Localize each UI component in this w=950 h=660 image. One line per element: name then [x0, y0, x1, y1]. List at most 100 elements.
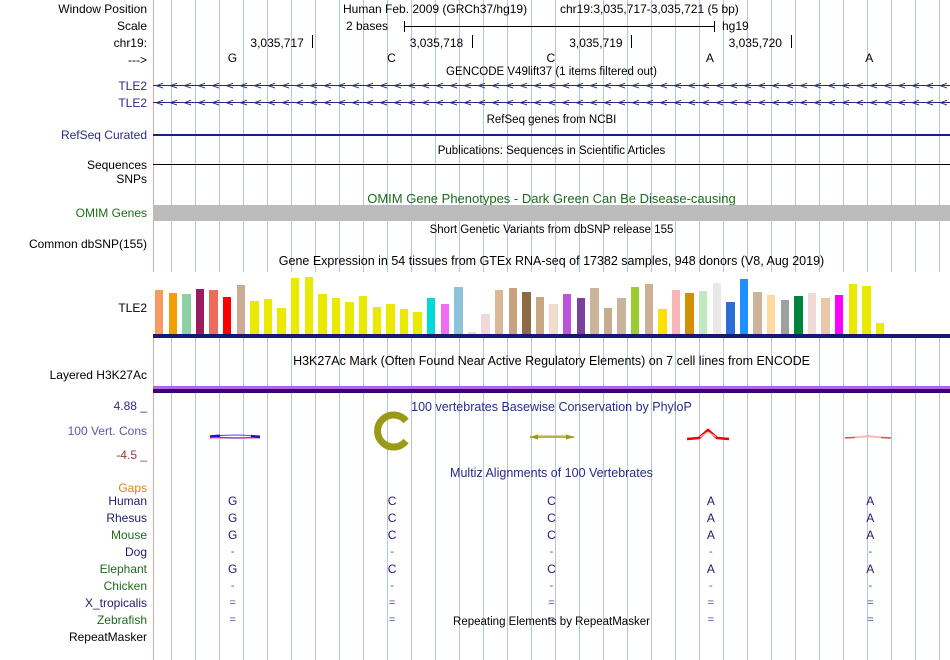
multiz-base-cell[interactable]: C: [387, 562, 397, 576]
multiz-base-cell[interactable]: A: [866, 528, 875, 542]
multiz-base-cell[interactable]: =: [388, 597, 396, 609]
label-species-elephant[interactable]: Elephant: [99, 562, 147, 576]
gtex-bar[interactable]: [413, 312, 422, 334]
gtex-bar[interactable]: [427, 298, 436, 334]
gtex-bar[interactable]: [549, 304, 558, 334]
gtex-bar[interactable]: [250, 301, 259, 334]
gtex-bar[interactable]: [155, 290, 164, 334]
gtex-bar[interactable]: [848, 284, 857, 334]
multiz-base-cell[interactable]: -: [709, 580, 713, 592]
gtex-bar[interactable]: [535, 297, 545, 334]
gtex-bar[interactable]: [359, 296, 368, 334]
gtex-bar[interactable]: [522, 292, 531, 334]
gtex-bar[interactable]: [318, 294, 327, 334]
label-species-rhesus[interactable]: Rhesus: [106, 511, 147, 525]
gtex-bar[interactable]: [386, 304, 395, 334]
gtex-bar[interactable]: [875, 323, 885, 334]
multiz-base-cell[interactable]: =: [867, 597, 874, 609]
gtex-bar[interactable]: [835, 295, 844, 334]
label-layered-h3k27ac[interactable]: Layered H3K27Ac: [49, 368, 147, 382]
h3k27ac-signal-band[interactable]: [153, 386, 950, 393]
gtex-bar[interactable]: [481, 314, 490, 334]
multiz-base-cell[interactable]: =: [548, 597, 555, 609]
multiz-base-cell[interactable]: -: [390, 580, 394, 592]
multiz-base-cell[interactable]: A: [866, 562, 875, 576]
label-gene-tle2-2[interactable]: TLE2: [118, 96, 147, 110]
gtex-bar[interactable]: [603, 308, 613, 334]
label-common-dbsnp[interactable]: Common dbSNP(155): [28, 237, 147, 251]
gtex-bar[interactable]: [399, 309, 409, 334]
multiz-base-cell[interactable]: A: [706, 494, 715, 508]
label-species-chicken[interactable]: Chicken: [103, 579, 147, 593]
gtex-bar[interactable]: [277, 308, 286, 334]
multiz-base-cell[interactable]: A: [866, 494, 875, 508]
multiz-base-cell[interactable]: -: [549, 580, 554, 592]
label-refseq-curated[interactable]: RefSeq Curated: [60, 128, 147, 142]
multiz-base-cell[interactable]: G: [228, 562, 238, 576]
gtex-bar[interactable]: [304, 277, 313, 334]
gtex-bar[interactable]: [780, 300, 789, 334]
label-species-x_tropicalis[interactable]: X_tropicalis: [84, 596, 147, 610]
gtex-bar[interactable]: [291, 278, 300, 334]
omim-gene-band[interactable]: [153, 205, 950, 221]
multiz-base-cell[interactable]: C: [547, 562, 556, 576]
gtex-bar[interactable]: [508, 288, 517, 334]
position-range[interactable]: chr19:3,035,717-3,035,721 (5 bp): [560, 2, 739, 16]
multiz-base-cell[interactable]: =: [548, 614, 555, 626]
gtex-bar[interactable]: [223, 297, 232, 334]
gtex-bar[interactable]: [821, 298, 830, 334]
gtex-bar[interactable]: [590, 288, 599, 334]
multiz-base-cell[interactable]: -: [868, 580, 873, 592]
multiz-base-cell[interactable]: A: [706, 511, 715, 525]
multiz-base-cell[interactable]: A: [866, 511, 875, 525]
gtex-bar[interactable]: [182, 294, 191, 334]
label-species-dog[interactable]: Dog: [124, 545, 147, 559]
gtex-bar[interactable]: [236, 285, 245, 334]
multiz-base-cell[interactable]: C: [387, 494, 397, 508]
multiz-base-cell[interactable]: -: [230, 546, 235, 558]
label-gene-tle2-1[interactable]: TLE2: [118, 79, 147, 93]
gtex-bar[interactable]: [372, 307, 381, 334]
gtex-bar[interactable]: [644, 284, 653, 334]
gtex-bar[interactable]: [862, 286, 871, 334]
gtex-bar[interactable]: [631, 287, 640, 334]
gtex-expression-barchart[interactable]: [153, 272, 950, 334]
gene-track-row-2[interactable]: < < < < < < < < < < < < < < < < < < < < < < < < < < < < < < < < < < < < < < < <…: [153, 96, 950, 110]
multiz-base-cell[interactable]: G: [228, 528, 238, 542]
gtex-bar[interactable]: [331, 298, 341, 334]
label-repeatmasker[interactable]: RepeatMasker: [68, 630, 147, 644]
label-species-mouse[interactable]: Mouse: [110, 528, 147, 542]
gtex-bar[interactable]: [658, 309, 667, 334]
gtex-bar[interactable]: [617, 298, 626, 334]
label-conservation-track[interactable]: 100 Vert. Cons: [67, 424, 147, 438]
multiz-base-cell[interactable]: C: [387, 528, 397, 542]
gtex-bar[interactable]: [467, 332, 477, 334]
gtex-bar[interactable]: [263, 299, 273, 334]
gtex-bar[interactable]: [195, 289, 205, 334]
gtex-bar[interactable]: [685, 293, 694, 334]
multiz-base-cell[interactable]: -: [549, 546, 554, 558]
gtex-bar[interactable]: [739, 279, 749, 334]
multiz-base-cell[interactable]: -: [390, 546, 394, 558]
label-species-human[interactable]: Human: [108, 494, 147, 508]
multiz-base-cell[interactable]: C: [547, 511, 556, 525]
multiz-base-cell[interactable]: C: [547, 494, 556, 508]
gtex-bar[interactable]: [726, 302, 735, 334]
label-snps[interactable]: SNPs: [116, 172, 147, 186]
gtex-bar[interactable]: [576, 298, 585, 334]
gtex-bar[interactable]: [454, 287, 463, 334]
multiz-base-cell[interactable]: -: [709, 546, 713, 558]
multiz-base-cell[interactable]: G: [228, 494, 238, 508]
label-sequences[interactable]: Sequences: [86, 158, 147, 172]
gtex-bar[interactable]: [807, 293, 817, 334]
phylop-conservation-track[interactable]: [153, 398, 950, 458]
multiz-base-cell[interactable]: C: [547, 528, 556, 542]
gtex-bar[interactable]: [440, 304, 449, 334]
gtex-bar[interactable]: [753, 292, 762, 334]
gtex-bar[interactable]: [671, 290, 681, 334]
gtex-bar[interactable]: [209, 290, 218, 334]
label-gaps[interactable]: Gaps: [118, 481, 147, 495]
gtex-bar[interactable]: [563, 294, 572, 334]
label-omim-genes[interactable]: OMIM Genes: [75, 206, 147, 220]
multiz-base-cell[interactable]: G: [228, 511, 238, 525]
